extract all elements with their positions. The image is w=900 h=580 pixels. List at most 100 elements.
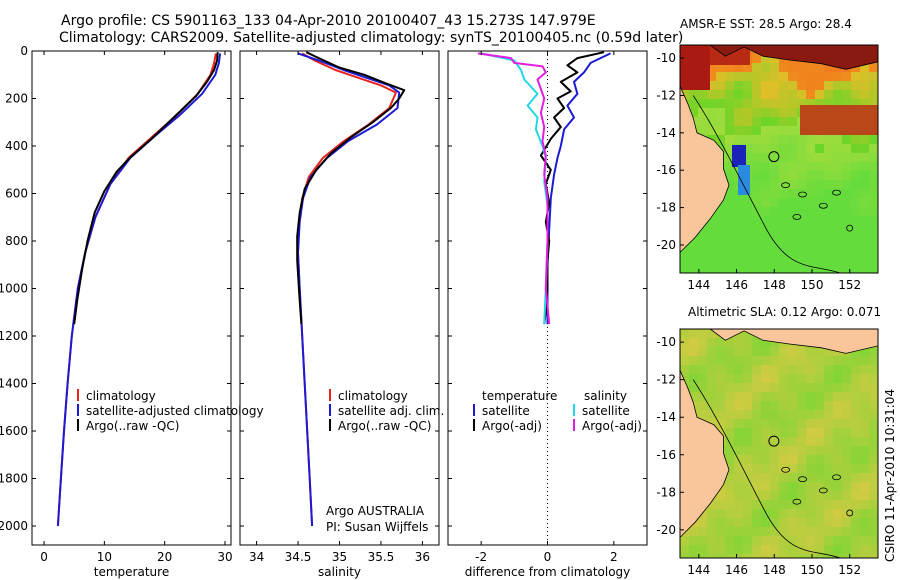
- map-cell: [833, 392, 842, 401]
- map-cell: [788, 117, 797, 126]
- map-cell: [860, 216, 869, 225]
- map-cell: [860, 261, 869, 270]
- map-cell: [869, 252, 878, 261]
- map-cell: [797, 482, 806, 491]
- map-cell: [788, 509, 797, 518]
- map-cell: [743, 437, 752, 446]
- map-cell: [707, 527, 716, 536]
- map-cell: [770, 144, 779, 153]
- map-cell: [860, 99, 869, 108]
- legend-label: Argo(-adj): [582, 419, 642, 433]
- map-cell: [833, 72, 842, 81]
- map-cell: [797, 135, 806, 144]
- map-cell: [761, 108, 770, 117]
- map-cell: [743, 198, 752, 207]
- map-cell: [815, 419, 824, 428]
- map-cell: [698, 347, 707, 356]
- map-cell: [716, 536, 725, 545]
- map-cell: [734, 81, 743, 90]
- map-cell: [779, 225, 788, 234]
- map-cell: [779, 374, 788, 383]
- map-cell: [833, 473, 842, 482]
- map-cell: [770, 491, 779, 500]
- map-cell: [788, 347, 797, 356]
- map-cell: [851, 401, 860, 410]
- map-cell: [788, 365, 797, 374]
- map-cell: [860, 554, 869, 558]
- map-cell: [824, 419, 833, 428]
- map-cell: [716, 81, 725, 90]
- map-cell: [824, 428, 833, 437]
- map-cell: [815, 252, 824, 261]
- map-cell: [707, 270, 716, 273]
- map-cell: [698, 261, 707, 270]
- map-cell: [752, 135, 761, 144]
- map-cell: [716, 392, 725, 401]
- map-cell: [806, 554, 815, 558]
- map-cell: [833, 437, 842, 446]
- x-tick-label: 30: [217, 550, 232, 564]
- map-cell: [860, 81, 869, 90]
- map-cell: [815, 270, 824, 273]
- map-cell: [752, 162, 761, 171]
- map-y-tick-label: -12: [656, 88, 676, 102]
- map-cell: [833, 153, 842, 162]
- map-cell: [824, 491, 833, 500]
- plot-frame: [31, 50, 232, 546]
- map-cell: [716, 270, 725, 273]
- map-cell: [824, 374, 833, 383]
- map-cell: [734, 108, 743, 117]
- map-cell: [833, 144, 842, 153]
- map-cell: [752, 518, 761, 527]
- map-cell: [815, 207, 824, 216]
- map-cell: [743, 446, 752, 455]
- map-cell: [824, 144, 833, 153]
- map-cell: [779, 171, 788, 180]
- map-cell: [761, 527, 770, 536]
- map-cell: [851, 365, 860, 374]
- map-cell: [689, 554, 698, 558]
- map-cell: [716, 216, 725, 225]
- map-cell: [689, 545, 698, 554]
- map-cell: [752, 464, 761, 473]
- map-cell: [869, 419, 878, 428]
- map-cell: [869, 509, 878, 518]
- map-cell: [815, 428, 824, 437]
- map-cell: [869, 392, 878, 401]
- map-cell: [806, 437, 815, 446]
- map-cell: [869, 374, 878, 383]
- map-cell: [752, 527, 761, 536]
- map-cell: [752, 72, 761, 81]
- map-cell: [725, 207, 734, 216]
- map-cell: [743, 455, 752, 464]
- map-cell: [824, 437, 833, 446]
- map-cell: [833, 198, 842, 207]
- map-cell: [860, 135, 869, 144]
- map-cell: [743, 545, 752, 554]
- map-cell: [707, 500, 716, 509]
- map-cell: [689, 347, 698, 356]
- map-cell: [770, 99, 779, 108]
- map-cell: [851, 189, 860, 198]
- map-cell: [842, 135, 851, 144]
- map-cell: [788, 374, 797, 383]
- legend-header-temperature: temperature: [482, 389, 557, 403]
- map-cell: [734, 518, 743, 527]
- y-tick-label: 1200: [0, 329, 28, 343]
- coral-sea-reef-outline: [792, 498, 802, 505]
- map-cell: [734, 401, 743, 410]
- map-cell: [824, 446, 833, 455]
- map-cell: [851, 198, 860, 207]
- map-cell: [779, 428, 788, 437]
- map-cell: [698, 117, 707, 126]
- map-cell: [743, 500, 752, 509]
- map-cell: [815, 554, 824, 558]
- map-cell: [842, 180, 851, 189]
- map-cell: [815, 216, 824, 225]
- map-cell: [716, 500, 725, 509]
- map-cell: [851, 72, 860, 81]
- map-cell: [752, 171, 761, 180]
- map-cell: [779, 198, 788, 207]
- map-cell: [707, 536, 716, 545]
- map-cell: [752, 207, 761, 216]
